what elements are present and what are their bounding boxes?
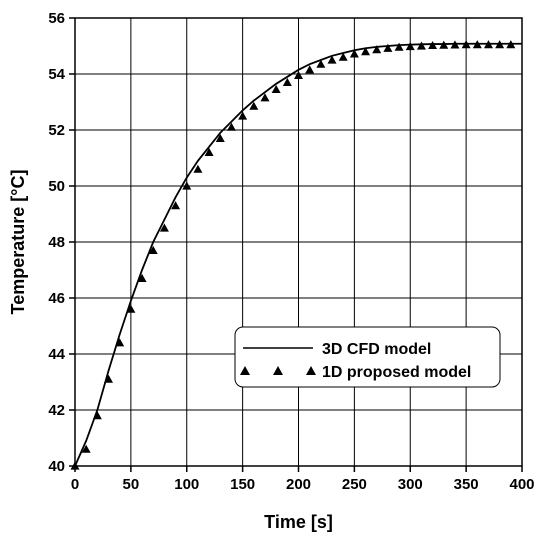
series-marker-1d (327, 55, 337, 64)
series-marker-1d (506, 40, 516, 49)
series-marker-1d (472, 40, 482, 49)
x-tick-label: 400 (509, 476, 534, 493)
series-marker-1d (416, 41, 426, 50)
y-tick-label: 42 (48, 402, 65, 419)
x-axis-title: Time [s] (264, 512, 333, 532)
series-marker-1d (238, 111, 248, 120)
x-tick-label: 300 (398, 476, 423, 493)
series-marker-1d (148, 245, 158, 254)
series-marker-1d (338, 52, 348, 61)
series-marker-1d (439, 40, 449, 49)
series-marker-1d (461, 40, 471, 49)
series-marker-1d (483, 40, 493, 49)
series-marker-1d (104, 374, 114, 383)
series-marker-1d (260, 93, 270, 102)
y-tick-label: 52 (48, 122, 65, 139)
legend-label-1d: 1D proposed model (322, 364, 471, 381)
x-tick-label: 350 (454, 476, 479, 493)
ticks (69, 17, 523, 472)
series-marker-1d (182, 181, 192, 190)
y-axis-title: Temperature [°C] (8, 170, 28, 315)
legend-marker (273, 366, 283, 375)
series-layer (70, 40, 522, 470)
series-marker-1d (215, 133, 225, 142)
series-marker-1d (282, 77, 292, 86)
series-marker-1d (383, 43, 393, 52)
legend: 3D CFD model 1D proposed model (234, 326, 501, 388)
legend-marker (306, 366, 316, 375)
tick-labels: 0 50 100 150 200 250 300 350 400 40 42 44 46 48 50 52 54… (48, 10, 534, 493)
series-marker-1d (159, 223, 169, 232)
legend-marker (240, 366, 250, 375)
series-marker-1d (193, 164, 203, 173)
series-marker-1d (450, 40, 460, 49)
legend-box (234, 326, 501, 388)
series-marker-1d (137, 273, 147, 282)
legend-marker-swatch (240, 366, 316, 375)
series-marker-1d (226, 122, 236, 131)
series-marker-1d (171, 201, 181, 210)
y-tick-label: 56 (48, 10, 65, 27)
series-marker-1d (271, 84, 281, 93)
series-marker-1d (81, 444, 91, 453)
y-tick-label: 54 (48, 66, 65, 83)
series-marker-1d (115, 338, 125, 347)
series-marker-1d (349, 49, 359, 58)
x-tick-label: 200 (286, 476, 311, 493)
series-marker-1d (361, 47, 371, 56)
series-marker-1d (495, 40, 505, 49)
series-marker-1d (394, 42, 404, 51)
series-marker-1d (204, 147, 214, 156)
y-tick-label: 44 (48, 346, 65, 363)
x-tick-label: 0 (71, 476, 79, 493)
series-marker-1d (92, 411, 102, 420)
series-marker-1d (249, 101, 259, 110)
series-marker-1d (316, 59, 326, 68)
series-marker-1d (372, 45, 382, 54)
series-marker-1d (305, 65, 315, 74)
legend-label-cfd: 3D CFD model (322, 341, 431, 358)
x-tick-label: 100 (174, 476, 199, 493)
y-tick-label: 50 (48, 178, 65, 195)
series-marker-1d (428, 40, 438, 50)
series-line-cfd (74, 42, 522, 467)
y-tick-label: 48 (48, 234, 65, 251)
x-tick-label: 150 (230, 476, 255, 493)
x-tick-label: 250 (342, 476, 367, 493)
y-tick-label: 46 (48, 290, 65, 307)
series-marker-1d (126, 304, 136, 313)
series-marker-1d (405, 42, 415, 51)
series-marker-1d (294, 70, 303, 79)
grid (74, 17, 523, 467)
x-tick-label: 50 (123, 476, 140, 493)
y-tick-label: 40 (48, 458, 65, 475)
